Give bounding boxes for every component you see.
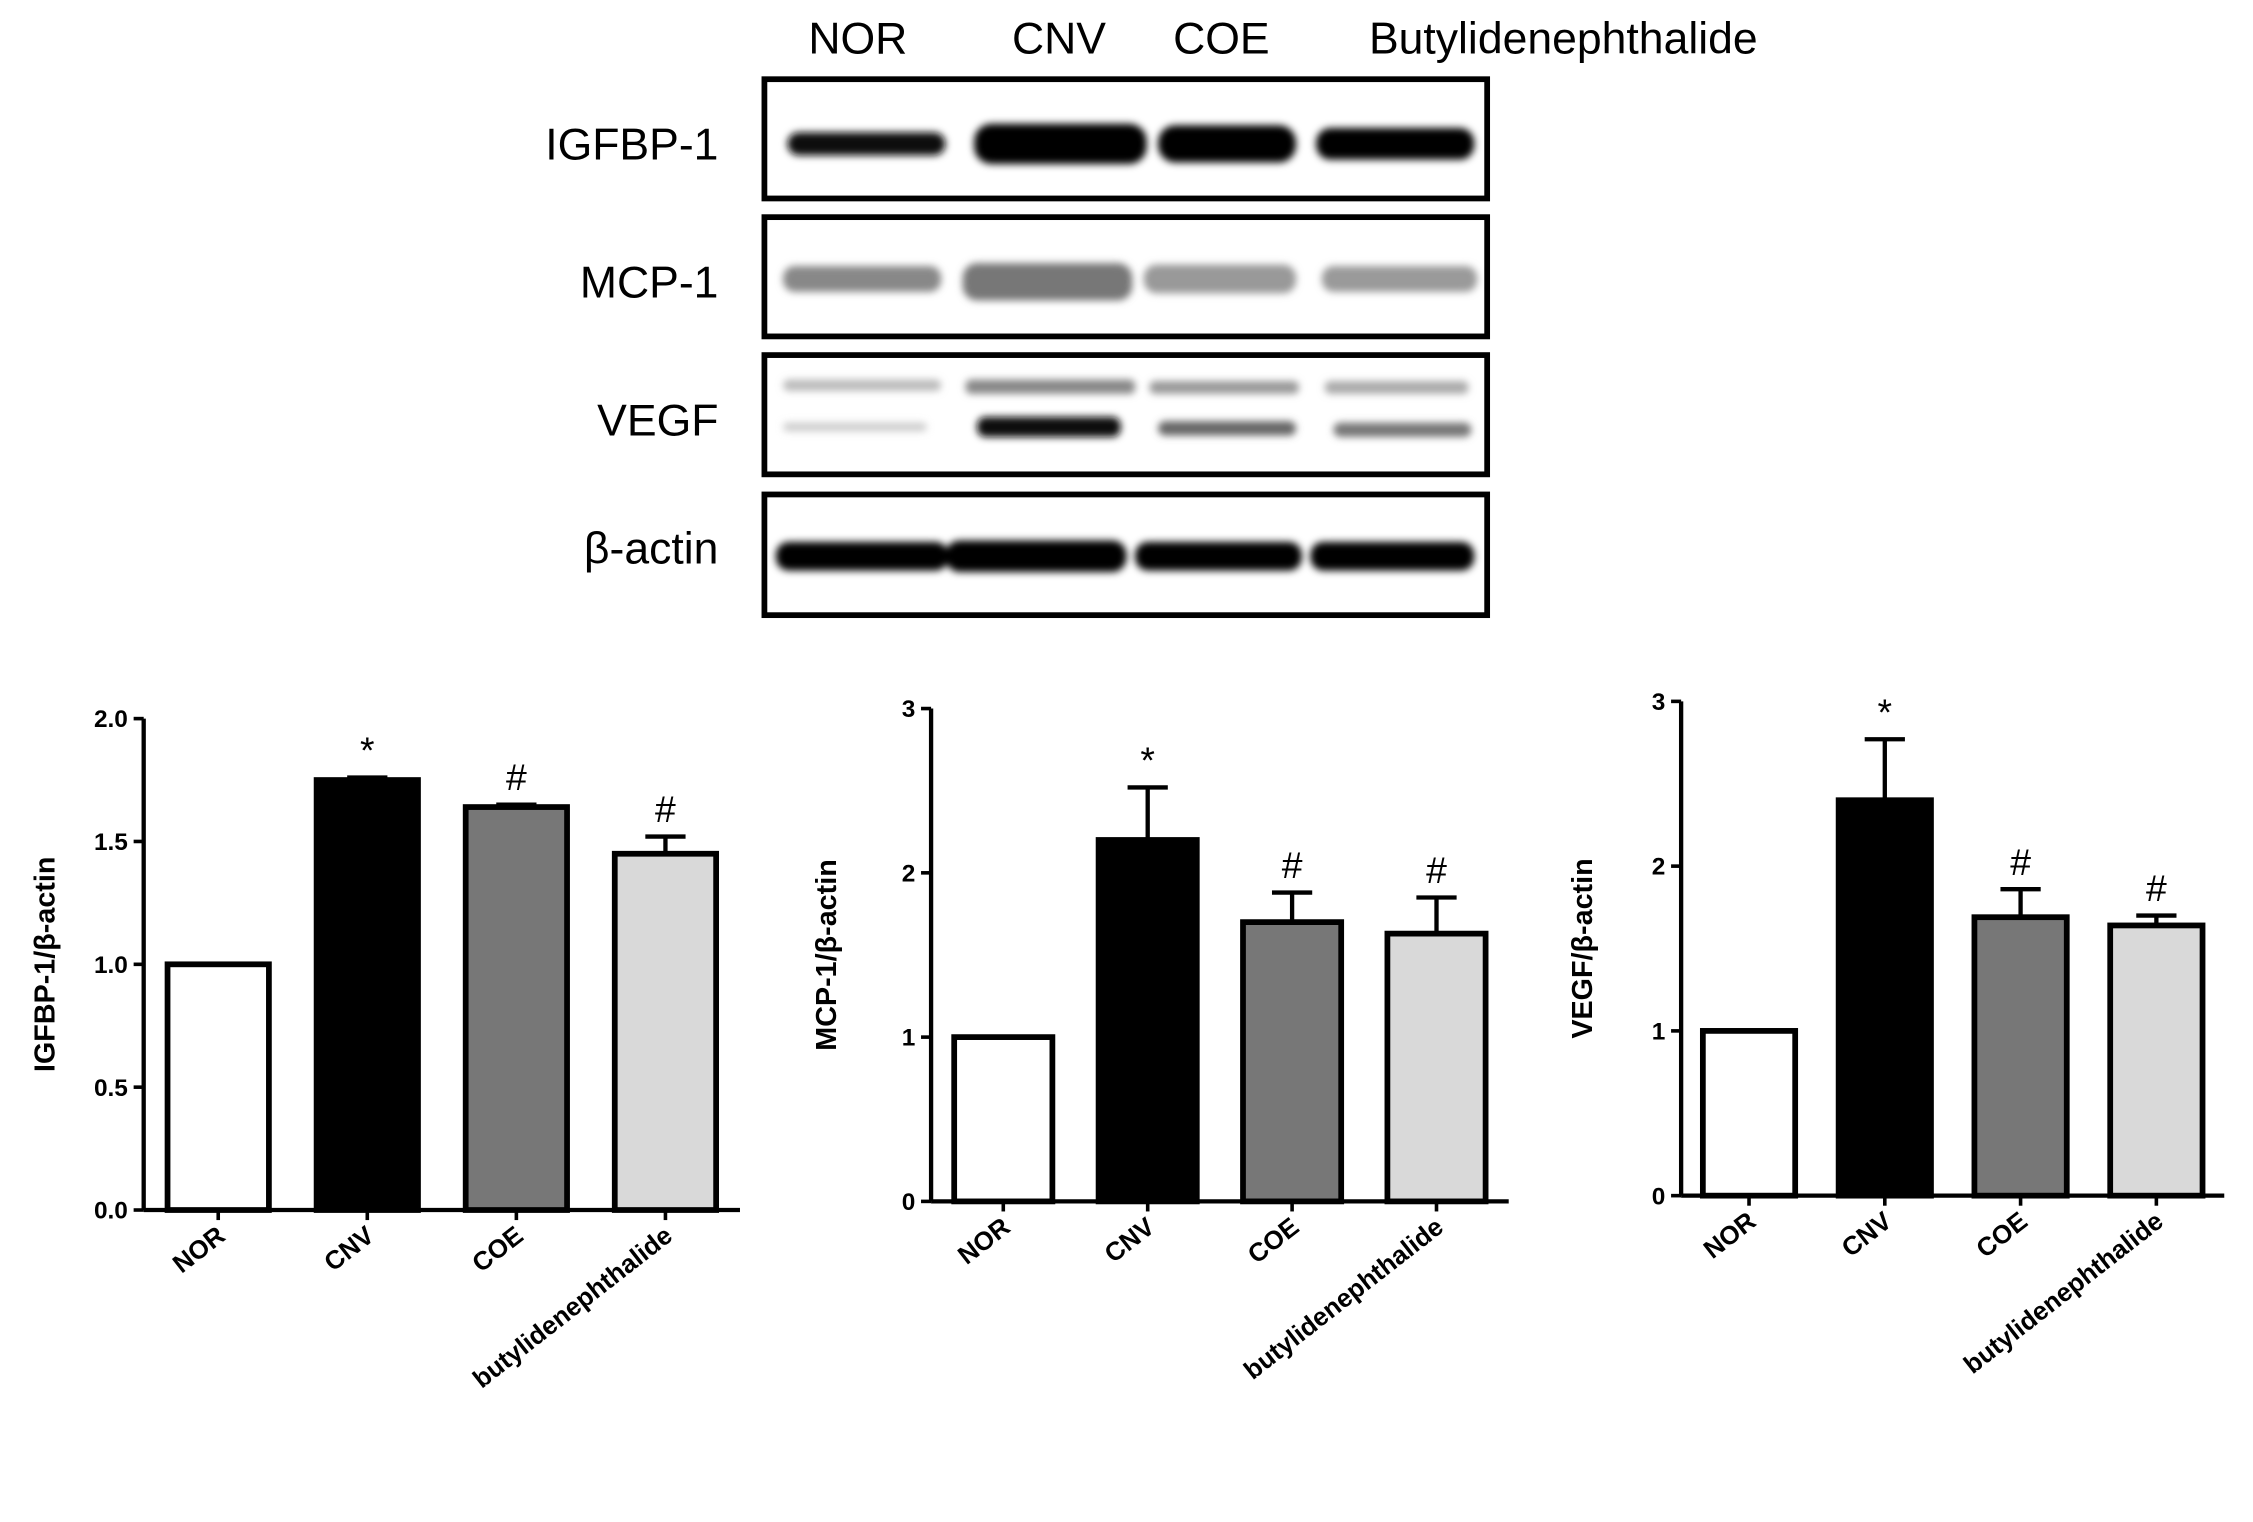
error-bar [1271, 890, 1313, 923]
bar [611, 850, 720, 1213]
lane-label: CNV [1012, 14, 1106, 63]
error-bar [645, 834, 686, 854]
bar [462, 804, 570, 1213]
y-tick-label: 1.0 [94, 952, 128, 979]
x-tick-label: NOR [168, 1221, 231, 1279]
bar [1384, 930, 1489, 1205]
y-tick-label: 2 [1652, 854, 1666, 881]
significance-mark: # [2146, 867, 2167, 909]
blot-labels: NOR CNV COE Butylidenephthalide IGFBP-1 MCP-1… [545, 14, 1757, 573]
y-tick-label: 1 [902, 1025, 916, 1052]
x-tick-label: COE [1971, 1207, 2032, 1264]
significance-mark: # [506, 756, 527, 798]
significance-mark: # [2010, 841, 2031, 883]
y-tick-label: 0.5 [94, 1075, 128, 1102]
y-tick-label: 1.5 [94, 829, 128, 856]
error-bar [347, 775, 388, 781]
significance-mark: # [1282, 844, 1303, 886]
y-tick-label: 3 [1652, 689, 1666, 716]
blot-bands [775, 123, 1478, 573]
lane-label: Butylidenephthalide [1369, 14, 1758, 63]
y-tick-label: 0.0 [94, 1198, 128, 1225]
bar [1835, 797, 1934, 1199]
bar-chart: 0123NOR*CNV#COE#butylidenephthalideMCP-1… [811, 696, 1509, 1385]
bar [1095, 837, 1200, 1205]
error-bar [2136, 913, 2177, 926]
protein-label: MCP-1 [580, 259, 719, 308]
bar [1240, 919, 1345, 1205]
error-bar [1864, 737, 1905, 801]
significance-mark: # [1426, 849, 1447, 891]
y-axis-label: VEGF/β-actin [1567, 858, 1599, 1038]
y-tick-label: 0 [1652, 1183, 1666, 1210]
lane-label: NOR [808, 14, 907, 63]
x-tick-label: NOR [953, 1213, 1016, 1271]
x-tick-label: CNV [1100, 1212, 1161, 1268]
lane-label: COE [1173, 14, 1270, 63]
error-bar [1416, 895, 1457, 934]
bar-chart: 0.00.51.01.52.0NOR*CNV#COE#butylidenepht… [30, 706, 740, 1394]
y-tick-label: 0 [902, 1189, 916, 1216]
significance-mark: * [360, 729, 375, 771]
bar [2107, 922, 2206, 1199]
bar [164, 961, 272, 1213]
protein-label: VEGF [597, 397, 718, 446]
error-bar [1127, 785, 1168, 840]
bar [951, 1034, 1056, 1205]
y-tick-label: 3 [902, 696, 916, 723]
y-tick-label: 2 [902, 860, 916, 887]
bar-chart: 0123NOR*CNV#COE#butylidenephthalideVEGF/… [1567, 689, 2225, 1379]
x-tick-label: CNV [1837, 1207, 1898, 1263]
error-bar [496, 802, 537, 808]
bar [1699, 1028, 1799, 1199]
x-tick-label: COE [467, 1221, 528, 1278]
x-tick-label: NOR [1699, 1207, 1762, 1265]
y-axis-label: IGFBP-1/β-actin [30, 857, 62, 1072]
x-tick-label: COE [1243, 1213, 1304, 1270]
x-tick-label: CNV [319, 1221, 380, 1277]
y-tick-label: 1 [1652, 1019, 1666, 1046]
y-tick-label: 2.0 [94, 706, 128, 733]
significance-mark: * [1140, 739, 1155, 781]
y-axis-label: MCP-1/β-actin [811, 859, 843, 1050]
protein-label: IGFBP-1 [545, 121, 718, 170]
significance-mark: # [655, 788, 676, 830]
significance-mark: * [1878, 691, 1893, 733]
charts: 0.00.51.01.52.0NOR*CNV#COE#butylidenepht… [30, 689, 2225, 1394]
bar [1971, 914, 2070, 1199]
protein-label: β-actin [584, 524, 719, 573]
error-bar [2000, 887, 2041, 918]
bar [313, 777, 421, 1213]
